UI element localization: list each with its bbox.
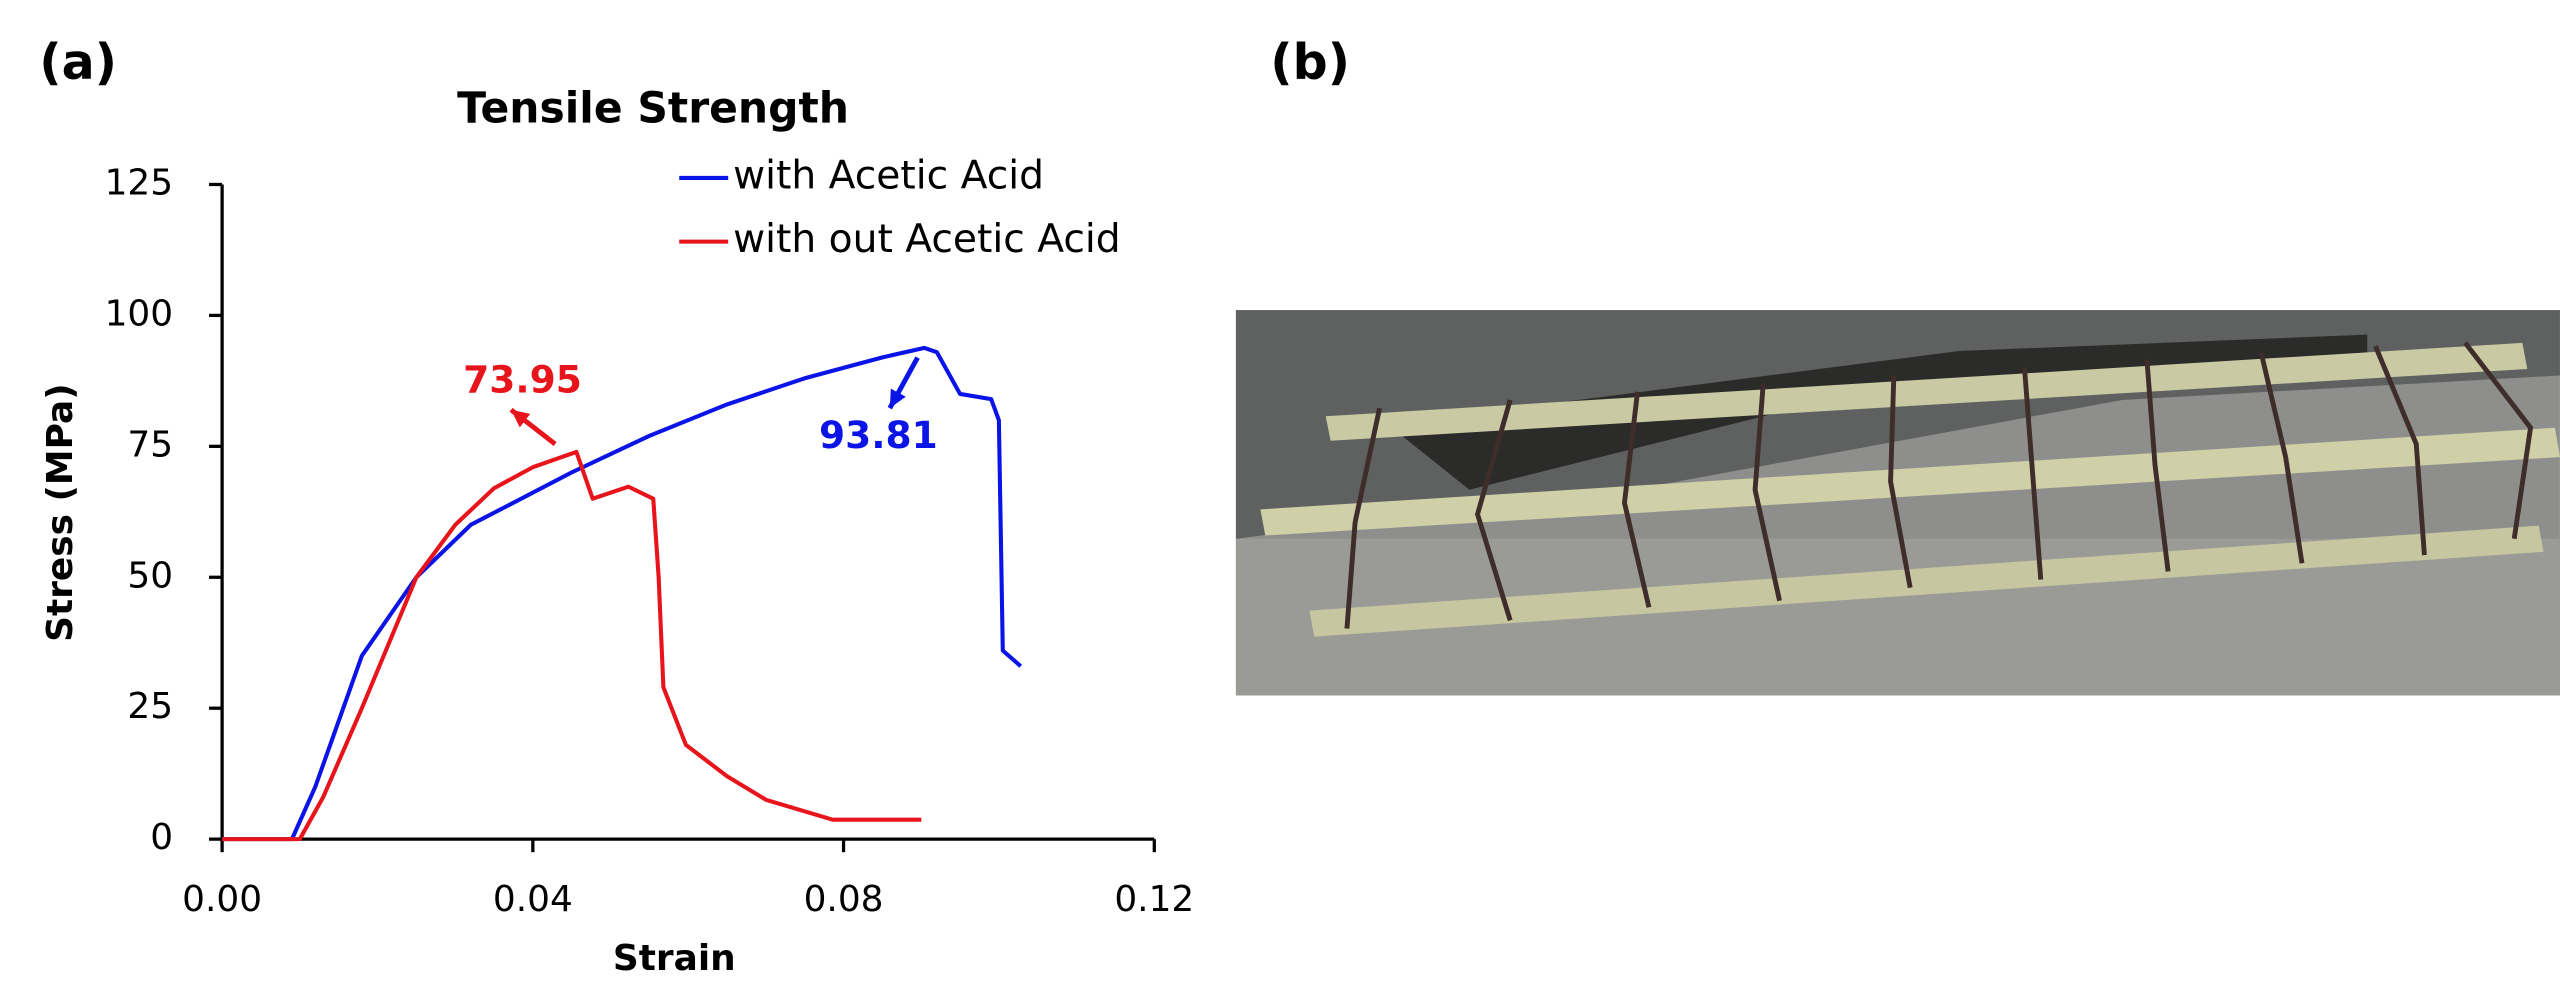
y-tick-label: 50 (127, 555, 173, 596)
annotation-arrowhead (889, 388, 906, 409)
y-tick-label: 75 (127, 424, 173, 465)
panel-label: (a) (39, 34, 117, 91)
line-series (222, 345, 1023, 842)
annotation: 93.81 (819, 413, 938, 457)
line-series (222, 449, 922, 842)
legend-label: with Acetic Acid (733, 153, 1044, 198)
photo (1235, 310, 2560, 696)
y-tick-label: 125 (105, 162, 174, 203)
y-axis-label: Stress (MPa) (40, 383, 81, 641)
legend-label: with out Acetic Acid (733, 217, 1121, 262)
annotation: 73.95 (463, 358, 582, 402)
x-tick-label: 0.08 (804, 879, 884, 920)
annotation-arrowhead (511, 409, 531, 428)
y-tick-label: 25 (127, 686, 173, 727)
panel-label: (b) (1270, 34, 1350, 91)
chart-title: Tensile Strength (457, 85, 849, 134)
y-tick-label: 100 (105, 293, 174, 334)
x-tick-label: 0.00 (182, 879, 262, 920)
y-tick-label: 0 (150, 817, 173, 858)
x-tick-label: 0.12 (1114, 879, 1194, 920)
x-axis-label: Strain (613, 938, 736, 979)
x-tick-label: 0.04 (493, 879, 573, 920)
